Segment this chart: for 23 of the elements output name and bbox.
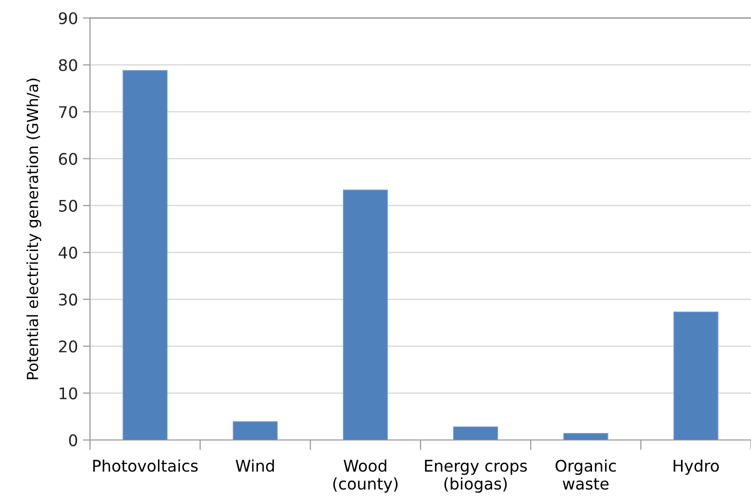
- y-tick-label: 80: [58, 59, 78, 72]
- y-tick-label: 0: [69, 434, 78, 446]
- y-tick-label: 60: [58, 152, 78, 165]
- y-tick-label: 70: [59, 106, 78, 118]
- x-tick-label: Photovoltaics: [93, 459, 198, 472]
- y-tick-label: 20: [59, 340, 78, 353]
- x-tick-label: Hydro: [674, 459, 719, 475]
- x-tick-label: Organic waste: [556, 459, 616, 490]
- bar: [563, 433, 608, 440]
- bar: [122, 70, 168, 440]
- y-tick-label: 50: [59, 200, 78, 212]
- x-tick-label: Wind: [236, 459, 274, 472]
- y-tick-label: 30: [59, 294, 78, 306]
- bar: [453, 426, 498, 440]
- y-tick-label: 10: [60, 387, 78, 400]
- x-tick-label: Wood (county): [333, 459, 398, 493]
- y-tick-label: 90: [58, 12, 78, 24]
- y-axis-title: Potential electricity generation (GWh/a): [26, 78, 42, 380]
- bar: [232, 421, 278, 440]
- y-tick-label: 40: [58, 246, 78, 259]
- x-tick-label: Energy crops (biogas): [425, 460, 527, 493]
- bar: [673, 312, 718, 440]
- bar: [342, 190, 388, 440]
